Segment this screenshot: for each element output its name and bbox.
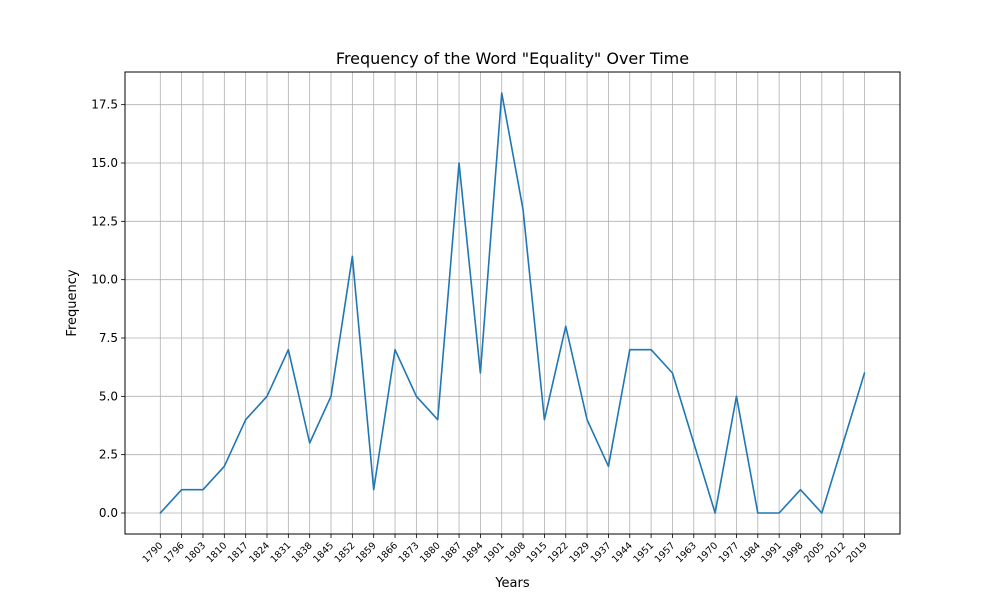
x-tick-label: 1894 — [461, 540, 486, 565]
x-tick-label: 2005 — [802, 540, 827, 565]
x-tick-label: 1887 — [439, 540, 464, 565]
y-tick-label: 5.0 — [99, 389, 118, 403]
x-tick-label: 1922 — [546, 540, 571, 565]
x-tick-label: 1810 — [205, 540, 230, 565]
y-axis-label: Frequency — [65, 269, 80, 336]
x-tick-label: 1845 — [311, 540, 336, 565]
y-tick-label: 10.0 — [91, 273, 118, 287]
plot-frame — [124, 71, 901, 535]
x-tick-label: 1977 — [717, 540, 742, 565]
y-tick-label: 15.0 — [91, 156, 118, 170]
x-tick-label: 1880 — [418, 540, 443, 565]
x-tick-label: 1866 — [375, 540, 400, 565]
x-tick-label: 1929 — [567, 540, 592, 565]
chart-title: Frequency of the Word "Equality" Over Ti… — [336, 49, 689, 68]
y-tick-label: 17.5 — [91, 98, 118, 112]
x-tick-label: 1944 — [610, 540, 635, 565]
x-tick-label: 1852 — [333, 540, 358, 565]
x-tick-label: 2019 — [845, 540, 870, 565]
x-tick-label: 1915 — [525, 540, 550, 565]
x-tick-label: 2012 — [823, 540, 848, 565]
y-tick-label: 12.5 — [91, 214, 118, 228]
x-tick-label: 1838 — [290, 540, 315, 565]
x-tick-label: 1970 — [695, 540, 720, 565]
x-axis-label: Years — [494, 576, 530, 591]
y-tick-label: 7.5 — [99, 331, 118, 345]
x-tick-label: 1963 — [674, 540, 699, 565]
x-tick-label: 1984 — [738, 540, 763, 565]
x-tick-label: 1831 — [269, 540, 294, 565]
x-tick-label: 1998 — [781, 540, 806, 565]
x-tick-label: 1873 — [397, 540, 422, 565]
x-tick-label: 1817 — [226, 540, 251, 565]
x-tick-label: 1908 — [503, 540, 528, 565]
x-tick-label: 1991 — [759, 540, 784, 565]
series-layer — [159, 92, 866, 514]
series-line — [159, 92, 866, 514]
x-tick-label: 1957 — [653, 540, 678, 565]
x-tick-label: 1790 — [141, 540, 166, 565]
x-tick-label: 1796 — [162, 540, 187, 565]
y-tick-label: 2.5 — [99, 448, 118, 462]
x-tick-label: 1951 — [631, 540, 656, 565]
x-tick-label: 1824 — [247, 540, 272, 565]
x-tick-label: 1859 — [354, 540, 379, 565]
y-tick-label: 0.0 — [99, 506, 118, 520]
x-tick-label: 1937 — [589, 540, 614, 565]
x-tick-label: 1803 — [183, 540, 208, 565]
grid-layer — [125, 72, 900, 534]
x-tick-label: 1901 — [482, 540, 507, 565]
